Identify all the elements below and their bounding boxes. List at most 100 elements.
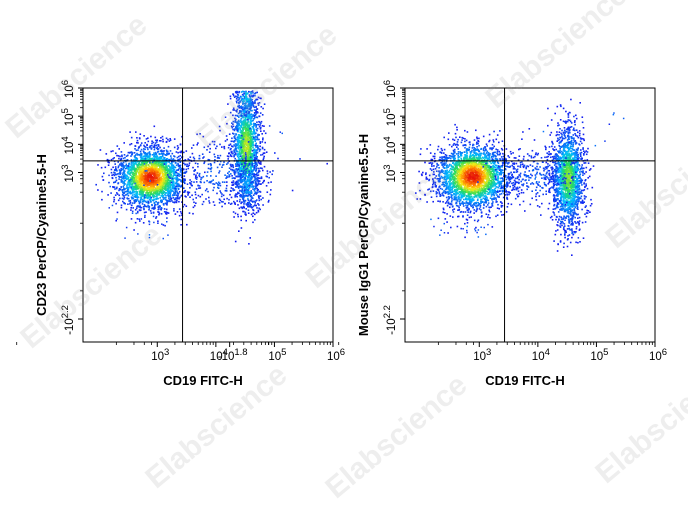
data-point: [164, 211, 166, 213]
data-point: [225, 140, 227, 142]
data-point: [235, 148, 237, 150]
data-point: [142, 189, 144, 191]
data-point: [261, 178, 263, 180]
data-point: [226, 198, 228, 200]
data-point: [254, 102, 256, 104]
data-point: [230, 112, 232, 114]
data-point: [230, 169, 232, 171]
data-point: [244, 119, 246, 121]
data-point: [248, 243, 250, 245]
data-point: [183, 187, 185, 189]
data-point: [131, 218, 133, 220]
data-point: [141, 179, 143, 181]
data-point: [168, 180, 170, 182]
data-point: [255, 132, 257, 134]
data-point: [133, 175, 135, 177]
data-point: [259, 178, 261, 180]
data-point: [163, 191, 165, 193]
data-point: [154, 202, 156, 204]
data-point: [178, 201, 180, 203]
data-point: [175, 213, 177, 215]
data-point: [253, 189, 255, 191]
data-point: [113, 197, 115, 199]
data-point: [219, 190, 221, 192]
data-point: [155, 164, 157, 166]
data-point: [168, 153, 170, 155]
data-point: [175, 183, 177, 185]
data-point: [123, 142, 125, 144]
data-point: [144, 198, 146, 200]
data-point: [245, 214, 247, 216]
data-point: [156, 172, 158, 174]
data-point: [118, 200, 120, 202]
data-point: [259, 191, 261, 193]
data-point: [162, 168, 164, 170]
data-point: [251, 176, 253, 178]
data-point: [199, 173, 201, 175]
data-point: [189, 196, 191, 198]
data-point: [186, 150, 188, 152]
data-point: [149, 147, 151, 149]
data-point: [158, 183, 160, 185]
data-point: [262, 108, 264, 110]
data-point: [127, 184, 129, 186]
data-point: [233, 136, 235, 138]
data-point: [237, 193, 239, 195]
data-point: [233, 94, 235, 96]
data-point: [126, 155, 128, 157]
data-point: [233, 184, 235, 186]
data-point: [140, 164, 142, 166]
data-point: [266, 151, 268, 153]
data-point: [118, 158, 120, 160]
data-point: [232, 115, 234, 117]
data-point: [243, 100, 245, 102]
data-point: [229, 145, 231, 147]
data-point: [131, 184, 133, 186]
data-point: [148, 176, 150, 178]
data-point: [151, 169, 153, 171]
data-point: [228, 171, 230, 173]
data-point: [123, 182, 125, 184]
data-point: [208, 168, 210, 170]
data-point: [255, 156, 257, 158]
data-point: [248, 133, 250, 135]
data-point: [251, 123, 253, 125]
data-point: [254, 155, 256, 157]
data-point: [180, 211, 182, 213]
data-point: [225, 190, 227, 192]
data-point: [144, 215, 146, 217]
data-point: [129, 180, 131, 182]
data-point: [238, 125, 240, 127]
data-point: [239, 152, 241, 154]
data-point: [231, 197, 233, 199]
data-point: [128, 171, 130, 173]
data-point: [162, 192, 164, 194]
data-point: [248, 149, 250, 151]
data-point: [112, 150, 114, 152]
data-point: [193, 157, 195, 159]
data-point: [263, 130, 265, 132]
tick-label: 105: [268, 347, 286, 363]
data-point: [145, 185, 147, 187]
data-point: [252, 101, 254, 103]
data-point: [263, 157, 265, 159]
data-point: [110, 186, 112, 188]
data-point: [153, 216, 155, 218]
data-point: [145, 211, 147, 213]
data-point: [249, 164, 251, 166]
data-point: [206, 149, 208, 151]
data-point: [171, 182, 173, 184]
data-point: [254, 174, 256, 176]
data-point: [176, 198, 178, 200]
data-point: [197, 185, 199, 187]
data-point: [230, 190, 232, 192]
data-point: [233, 121, 235, 123]
data-point: [131, 205, 133, 207]
data-point: [270, 189, 272, 191]
data-point: [135, 180, 137, 182]
data-point: [224, 146, 226, 148]
data-point: [233, 133, 235, 135]
data-point: [239, 135, 241, 137]
data-point: [176, 151, 178, 153]
data-point: [161, 183, 163, 185]
